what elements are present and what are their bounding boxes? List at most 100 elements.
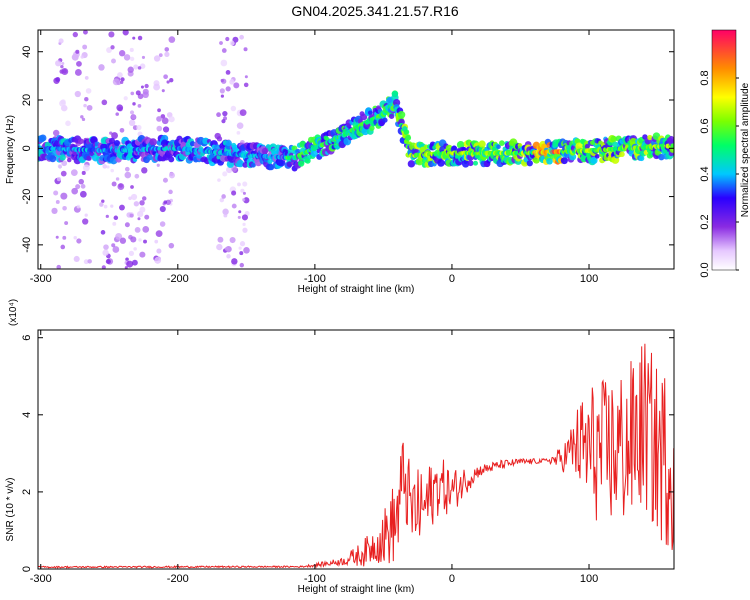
ridge-cell [228,154,237,163]
noise-speckle [141,167,148,174]
snr-line [38,343,674,569]
noise-speckle [55,235,59,239]
ridge-cell [467,160,474,167]
ridge-cell [610,135,617,143]
x-tick-label: -200 [167,273,189,285]
noise-speckle [108,31,115,38]
noise-speckle [153,83,161,91]
spectrogram-content [38,30,674,269]
noise-speckle [163,74,168,80]
noise-speckle [244,75,248,79]
ridge-cell [388,113,395,119]
noise-speckle [162,177,168,183]
noise-speckle [130,56,135,61]
ridge-cell [594,153,600,159]
noise-speckle [113,215,119,221]
x-tick-label: -300 [30,573,52,585]
y-tick-label: 20 [21,94,33,106]
noise-speckle [166,80,170,84]
ridge-cell [638,155,645,162]
ridge-cell [496,144,501,150]
noise-speckle [134,226,141,233]
noise-speckle [137,210,144,218]
noise-speckle [75,49,80,54]
noise-speckle [139,200,145,206]
noise-speckle [118,50,126,57]
colorbar-tick-label: 0.4 [699,166,711,181]
y-axis-label: Frequency (Hz) [5,115,16,184]
noise-speckle [156,248,162,254]
noise-speckle [239,34,244,40]
noise-speckle [130,91,135,96]
noise-speckle [133,64,139,70]
noise-speckle [117,72,123,78]
noise-speckle [101,99,108,106]
x-axis-label: Height of straight line (km) [298,584,415,595]
noise-speckle [162,126,170,133]
noise-speckle [84,213,88,217]
noise-speckle [83,259,89,265]
ridge-cell [86,155,92,161]
ridge-cell [108,137,116,144]
noise-speckle [87,259,92,264]
noise-speckle [60,244,66,250]
noise-speckle [159,205,166,213]
noise-speckle [102,164,108,169]
noise-speckle [60,192,68,200]
noise-speckle [242,227,248,233]
y-tick-label: -20 [21,189,33,205]
noise-speckle [86,104,93,111]
noise-speckle [140,85,144,89]
noise-speckle [120,77,125,82]
noise-speckle [241,214,249,221]
noise-speckle [101,199,105,203]
noise-speckle [81,117,86,122]
noise-speckle [123,54,131,61]
noise-speckle [111,58,116,64]
noise-speckle [156,163,160,167]
noise-speckle [223,213,228,218]
noise-speckle [124,222,130,228]
noise-speckle [80,115,84,119]
noise-speckle [237,182,241,187]
noise-speckle [59,69,64,74]
ridge-cell [225,140,232,147]
ridge-cell [369,125,375,131]
noise-speckle [133,247,137,251]
noise-speckle [242,222,246,226]
noise-speckle [103,244,109,250]
noise-speckle [111,181,117,187]
noise-speckle [232,36,239,43]
ridge-cell [526,160,533,167]
noise-speckle [136,124,142,131]
chart-title: GN04.2025.341.21.57.R16 [291,3,459,19]
noise-speckle [142,226,150,233]
noise-speckle [85,88,92,94]
noise-speckle [57,164,62,169]
ridge-cell [473,160,478,166]
noise-speckle [141,55,146,59]
noise-speckle [238,246,242,250]
noise-speckle [168,36,176,43]
noise-speckle [242,181,248,187]
noise-speckle [155,230,163,238]
noise-speckle [137,217,141,221]
noise-speckle [82,164,90,172]
ridge-cell [59,154,66,161]
ridge-cell [236,159,245,168]
ridge-cell [584,143,590,149]
noise-speckle [65,120,71,127]
noise-speckle [239,109,247,117]
noise-speckle [76,238,82,244]
noise-speckle [110,168,114,173]
y-tick-label: 40 [21,46,33,58]
noise-speckle [142,91,149,99]
ridge-cell [242,162,249,168]
noise-speckle [230,78,234,82]
noise-speckle [233,82,240,89]
noise-speckle [217,236,224,243]
noise-speckle [224,246,229,251]
noise-speckle [219,88,225,94]
ridge-cell [109,156,118,165]
